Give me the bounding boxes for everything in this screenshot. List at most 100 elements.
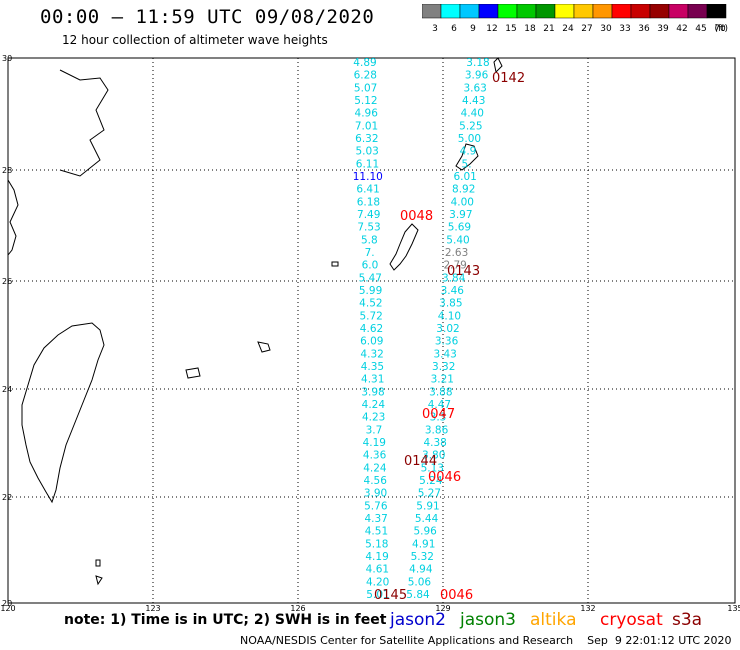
wave-height-label: 4.43 [462, 95, 485, 107]
wave-height-label: 5.32 [411, 551, 434, 563]
wave-height-label: 7.49 [357, 209, 380, 221]
wave-height-label: 3.80 [422, 450, 445, 462]
wave-height-label: 5.25 [459, 120, 482, 132]
wave-height-label: 8.92 [452, 184, 475, 196]
scale-swatch [706, 4, 727, 19]
wave-height-label: 4.36 [363, 450, 387, 462]
sakishima-islands [185, 341, 271, 379]
note-text: note: 1) Time is in UTC; 2) SWH is in fe… [64, 612, 387, 628]
wave-height-label: 4.38 [423, 437, 446, 449]
wave-height-label: 2.63 [445, 247, 468, 259]
altimeter-track-a: 4.896.285.075.124.967.016.325.036.1111.1… [353, 57, 390, 601]
wave-height-label: 4.00 [451, 196, 474, 208]
scale-tick-label: 45 [695, 24, 706, 34]
wave-height-label: 5.24 [419, 475, 443, 487]
wave-height-label: 5.99 [359, 285, 382, 297]
wave-height-label: 4.37 [364, 513, 387, 525]
wave-height-label: 7. [365, 247, 375, 259]
small-island-1 [331, 261, 339, 267]
scale-tick-label: 70 [714, 24, 726, 34]
scale-tick-label: 18 [524, 24, 536, 34]
wave-height-label: 6.41 [356, 184, 379, 196]
scale-tick-label: 3 [432, 24, 438, 34]
sat-altika: altika [530, 610, 577, 630]
wave-height-label: 5.96 [413, 526, 437, 538]
scale-tick-label: 21 [543, 24, 554, 34]
wave-height-label: 4.23 [362, 412, 385, 424]
sat-cryosat: cryosat [600, 610, 663, 630]
scale-tick-label: 24 [562, 24, 574, 34]
wave-height-label: 4.56 [364, 475, 388, 487]
wave-height-label: 3.02 [436, 323, 459, 335]
wave-height-label: 6.01 [453, 171, 476, 183]
wave-height-label: 4.51 [365, 526, 388, 538]
color-scale-legend: 3 6 9 12 15 18 21 24 27 30 33 36 39 42 45 70(ft) [422, 4, 728, 34]
wave-height-label: 3.7 [366, 424, 383, 436]
wave-height-label: 4.94 [409, 564, 433, 576]
pass-number-label: 0142 [492, 71, 525, 86]
kyushu-coast [493, 57, 503, 74]
wave-height-label: 4.62 [360, 323, 383, 335]
lon-label: 123 [145, 604, 160, 613]
wave-height-label: 6.09 [360, 336, 383, 348]
wave-height-label: 3.85 [439, 298, 462, 310]
wave-height-label: 7.01 [355, 120, 378, 132]
scale-unit: (ft) [714, 24, 728, 34]
footer-credit: NOAA/NESDIS Center for Satellite Applica… [240, 634, 732, 647]
wave-height-label: 4.24 [362, 399, 386, 411]
wave-height-label: 4.19 [363, 437, 386, 449]
wave-height-label: 3.97 [449, 209, 472, 221]
wave-height-label: 4.10 [438, 310, 461, 322]
wave-height-label: 5.18 [365, 538, 388, 550]
wave-height-label: 6.28 [354, 70, 377, 82]
wave-height-label: 3.21 [431, 374, 454, 386]
wave-height-label: 3.46 [441, 285, 465, 297]
wave-height-label: 5.40 [446, 234, 469, 246]
wave-height-label: 6.32 [355, 133, 378, 145]
wave-height-label: 4.47 [428, 399, 451, 411]
wave-height-label: 3.63 [463, 82, 486, 94]
wave-height-label: 4.89 [353, 57, 376, 69]
scale-tick-label: 9 [470, 24, 476, 34]
wave-height-label: 5.27 [418, 488, 441, 500]
lon-label: 129 [435, 604, 450, 613]
wave-height-label: 4.9 [460, 146, 477, 158]
china-coast-north [59, 69, 109, 177]
lat-label: 20 [2, 599, 12, 608]
wave-height-label: 4.91 [412, 538, 435, 550]
wave-height-label: 5.47 [359, 272, 382, 284]
wave-height-label: 6.18 [357, 196, 380, 208]
wave-height-label: 5.84 [406, 589, 430, 601]
wave-height-label: 3.84 [442, 272, 466, 284]
wave-height-label: 5.72 [359, 310, 382, 322]
lon-label: 120 [0, 604, 15, 613]
wave-height-label: 4.40 [461, 108, 484, 120]
lat-label: 22 [2, 493, 12, 502]
wave-height-label: 4.31 [361, 374, 384, 386]
note-bar: note: 1) Time is in UTC; 2) SWH is in fe… [0, 610, 740, 630]
scale-tick-label: 12 [486, 24, 497, 34]
wave-height-label: 3.90 [364, 488, 387, 500]
pass-number-label: 0046 [440, 588, 473, 603]
okinawa-island [389, 223, 419, 271]
wave-height-label: 5.00 [458, 133, 481, 145]
wave-height-label: 3.96 [465, 70, 489, 82]
scale-tick-label: 36 [638, 24, 650, 34]
wave-height-label: 7.53 [357, 222, 380, 234]
scale-tick-label: 27 [581, 24, 592, 34]
pass-number-label: 0047 [422, 407, 455, 422]
wave-height-label: 3.88 [429, 386, 452, 398]
wave-height-label: 4.24 [363, 462, 387, 474]
wave-height-label: 4.20 [366, 576, 389, 588]
wave-height-label: 5.13 [421, 462, 444, 474]
scale-tick-label: 15 [505, 24, 516, 34]
wave-height-label: 3.18 [466, 57, 489, 69]
wave-height-label: 3.86 [425, 424, 449, 436]
wave-height-label: 4.61 [366, 564, 389, 576]
lat-label: 28 [2, 166, 12, 175]
wave-height-label: 5.01 [366, 589, 389, 601]
small-island-2 [95, 559, 103, 586]
sat-s3a: s3a [672, 610, 703, 630]
